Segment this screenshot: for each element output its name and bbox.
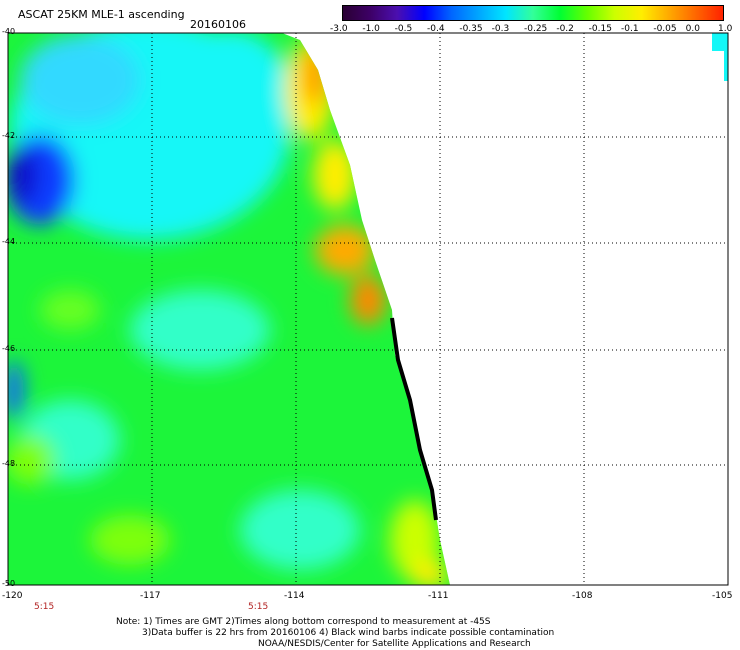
- colorbar-tick-label: -0.35: [459, 24, 483, 34]
- colorbar-tick-label: -0.2: [556, 24, 574, 34]
- lat-label: -44: [2, 237, 16, 246]
- map-date: 20160106: [190, 18, 246, 31]
- colorbar-tick-label: -0.5: [394, 24, 413, 34]
- lon-label: -120: [2, 591, 23, 601]
- footer-note-1: Note: 1) Times are GMT 2)Times along bot…: [116, 617, 491, 627]
- lat-label: -46: [2, 344, 16, 353]
- map-title: ASCAT 25KM MLE-1 ascending: [18, 8, 185, 21]
- colorbar-tick-label: -0.25: [524, 24, 548, 34]
- colorbar-tick-label: -0.3: [491, 24, 510, 34]
- footer-note-2: 3)Data buffer is 22 hrs from 20160106 4)…: [142, 628, 555, 638]
- swath-data: [8, 33, 450, 585]
- colorbar-tick-label: -1.0: [362, 24, 380, 34]
- colorbar-tick-label: -0.4: [427, 24, 445, 34]
- colorbar-tick-label: -0.05: [653, 24, 677, 34]
- colorbar-tick-label: 1.0: [718, 24, 733, 34]
- lon-label: -117: [140, 591, 161, 601]
- lat-label: -42: [2, 131, 16, 140]
- colorbar-tick-label: -0.1: [621, 24, 639, 34]
- colorbar-tick-label: -0.15: [588, 24, 612, 34]
- colorbar-tick-label: 0.0: [685, 24, 700, 34]
- colorbar-tick-label: -3.0: [330, 24, 348, 34]
- lat-label: -48: [2, 459, 16, 468]
- edge-data-patch: [712, 33, 728, 51]
- map-grid: [8, 33, 728, 585]
- lat-label: -50: [2, 579, 16, 588]
- lat-label: -40: [2, 27, 16, 36]
- time-label: 5:15: [34, 602, 55, 612]
- colorbar: [342, 5, 724, 21]
- lon-label: -108: [572, 591, 593, 601]
- lon-label: -111: [428, 591, 449, 601]
- lon-label: -105: [712, 591, 733, 601]
- lon-label: -114: [284, 591, 305, 601]
- footer-note-3: NOAA/NESDIS/Center for Satellite Applica…: [258, 639, 531, 649]
- time-label: 5:15: [248, 602, 269, 612]
- contamination-barbs: [390, 317, 438, 521]
- map-frame: [7, 32, 729, 586]
- colorbar-gradient: [342, 5, 724, 21]
